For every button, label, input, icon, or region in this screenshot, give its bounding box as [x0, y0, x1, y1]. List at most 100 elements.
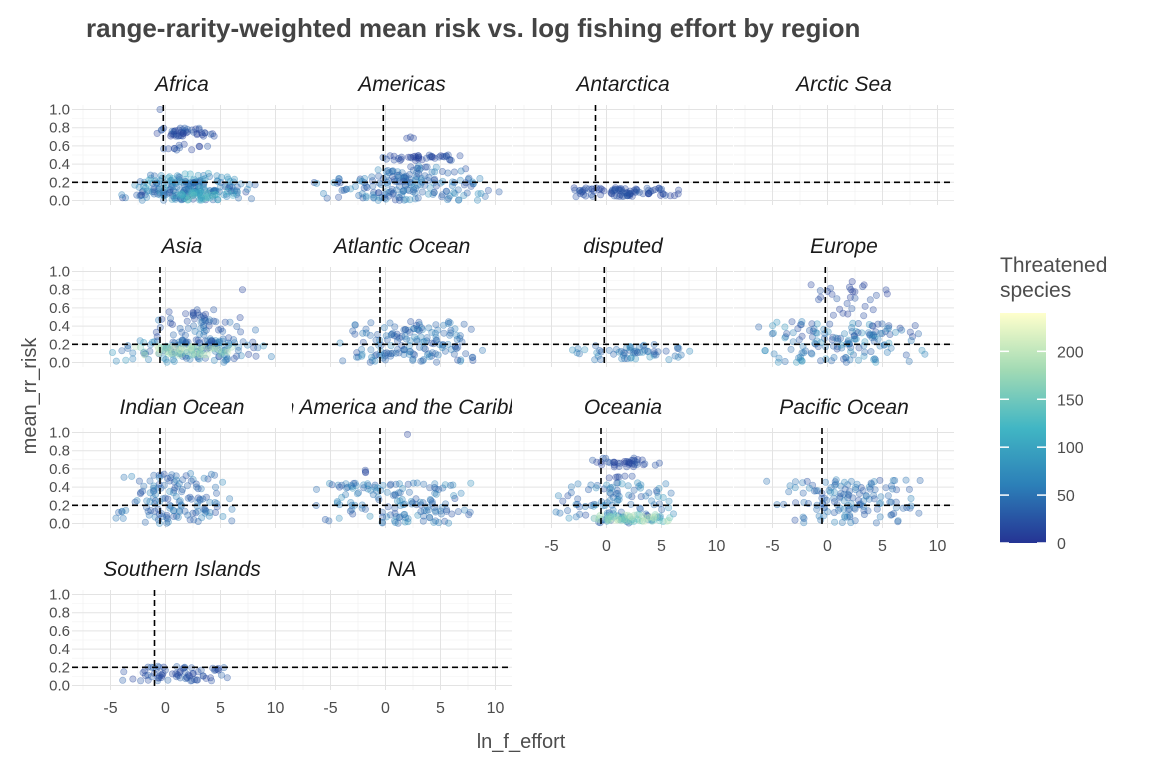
data-point [211, 471, 219, 479]
data-point [122, 506, 130, 514]
data-point [412, 154, 420, 162]
strip-label-antarctica: Antarctica [574, 73, 669, 96]
data-point [838, 518, 846, 526]
data-point [416, 166, 424, 174]
data-point [445, 318, 453, 326]
data-point [914, 330, 922, 338]
data-point [184, 196, 192, 204]
data-point [186, 493, 194, 501]
data-point [368, 356, 376, 364]
data-point [188, 126, 196, 134]
data-point [375, 179, 383, 187]
data-point [855, 344, 863, 352]
data-point [788, 318, 796, 326]
strip-label-asia: Asia [160, 235, 203, 258]
data-point [405, 350, 413, 358]
data-point [211, 191, 219, 199]
data-point [860, 352, 868, 360]
data-point [650, 347, 658, 355]
data-point [412, 321, 420, 329]
data-point [179, 191, 187, 199]
data-point [206, 508, 214, 516]
data-point [574, 345, 582, 353]
data-point [400, 196, 408, 204]
data-point [177, 132, 185, 140]
data-point [197, 188, 205, 196]
y-tick-label: 1.0 [49, 587, 70, 604]
data-point [209, 130, 217, 138]
data-point [431, 507, 439, 515]
data-point [176, 186, 184, 194]
data-point [413, 336, 421, 344]
data-point [395, 182, 403, 190]
data-point [182, 129, 190, 137]
data-point [866, 331, 874, 339]
data-point [207, 470, 215, 478]
data-point [402, 195, 410, 203]
data-point [872, 328, 880, 336]
data-point [189, 191, 197, 199]
data-point [353, 490, 361, 498]
data-point [184, 348, 192, 356]
data-point [434, 326, 442, 334]
data-point [872, 519, 880, 527]
panel-grid [72, 267, 292, 367]
data-point [203, 194, 211, 202]
data-point [829, 333, 837, 341]
x-tick-label: -5 [103, 700, 117, 717]
data-point [164, 676, 172, 684]
data-point [395, 171, 403, 179]
data-point [384, 167, 392, 175]
data-point [150, 482, 158, 490]
data-point [149, 494, 157, 502]
data-point [607, 188, 615, 196]
data-point [883, 348, 891, 356]
data-point [666, 514, 674, 522]
data-point [223, 674, 231, 682]
data-point [335, 175, 343, 183]
data-point [189, 509, 197, 517]
data-point [445, 519, 453, 527]
data-point [474, 190, 482, 198]
data-point [181, 186, 189, 194]
strip-label-europe: Europe [810, 235, 878, 258]
data-point [632, 347, 640, 355]
data-point [336, 339, 344, 347]
data-point [335, 514, 343, 522]
data-point [200, 172, 208, 180]
data-point [439, 177, 447, 185]
data-point [425, 350, 433, 358]
panel-disputed: disputed [513, 235, 733, 367]
data-point [385, 192, 393, 200]
data-point [119, 676, 127, 684]
data-point [911, 322, 919, 330]
x-tick-label: 10 [267, 700, 285, 717]
data-point [133, 497, 141, 505]
data-point [826, 320, 834, 328]
data-point [188, 189, 196, 197]
data-point [228, 517, 236, 525]
data-point [340, 186, 348, 194]
data-point [891, 476, 899, 484]
data-point [382, 168, 390, 176]
data-point [209, 192, 217, 200]
data-point [190, 322, 198, 330]
data-point [198, 131, 206, 139]
data-point [349, 327, 357, 335]
data-point [571, 186, 579, 194]
data-point [194, 353, 202, 361]
data-point [198, 343, 206, 351]
data-point [587, 481, 595, 489]
legend-title: Threatened species [1000, 254, 1107, 302]
data-point [156, 106, 164, 114]
data-point [852, 327, 860, 335]
data-point [446, 192, 454, 200]
data-point [428, 352, 436, 360]
data-point [233, 190, 241, 198]
data-point [186, 186, 194, 194]
data-point [230, 355, 238, 363]
data-point [195, 126, 203, 134]
data-point [398, 332, 406, 340]
data-point [411, 189, 419, 197]
data-point [212, 187, 220, 195]
